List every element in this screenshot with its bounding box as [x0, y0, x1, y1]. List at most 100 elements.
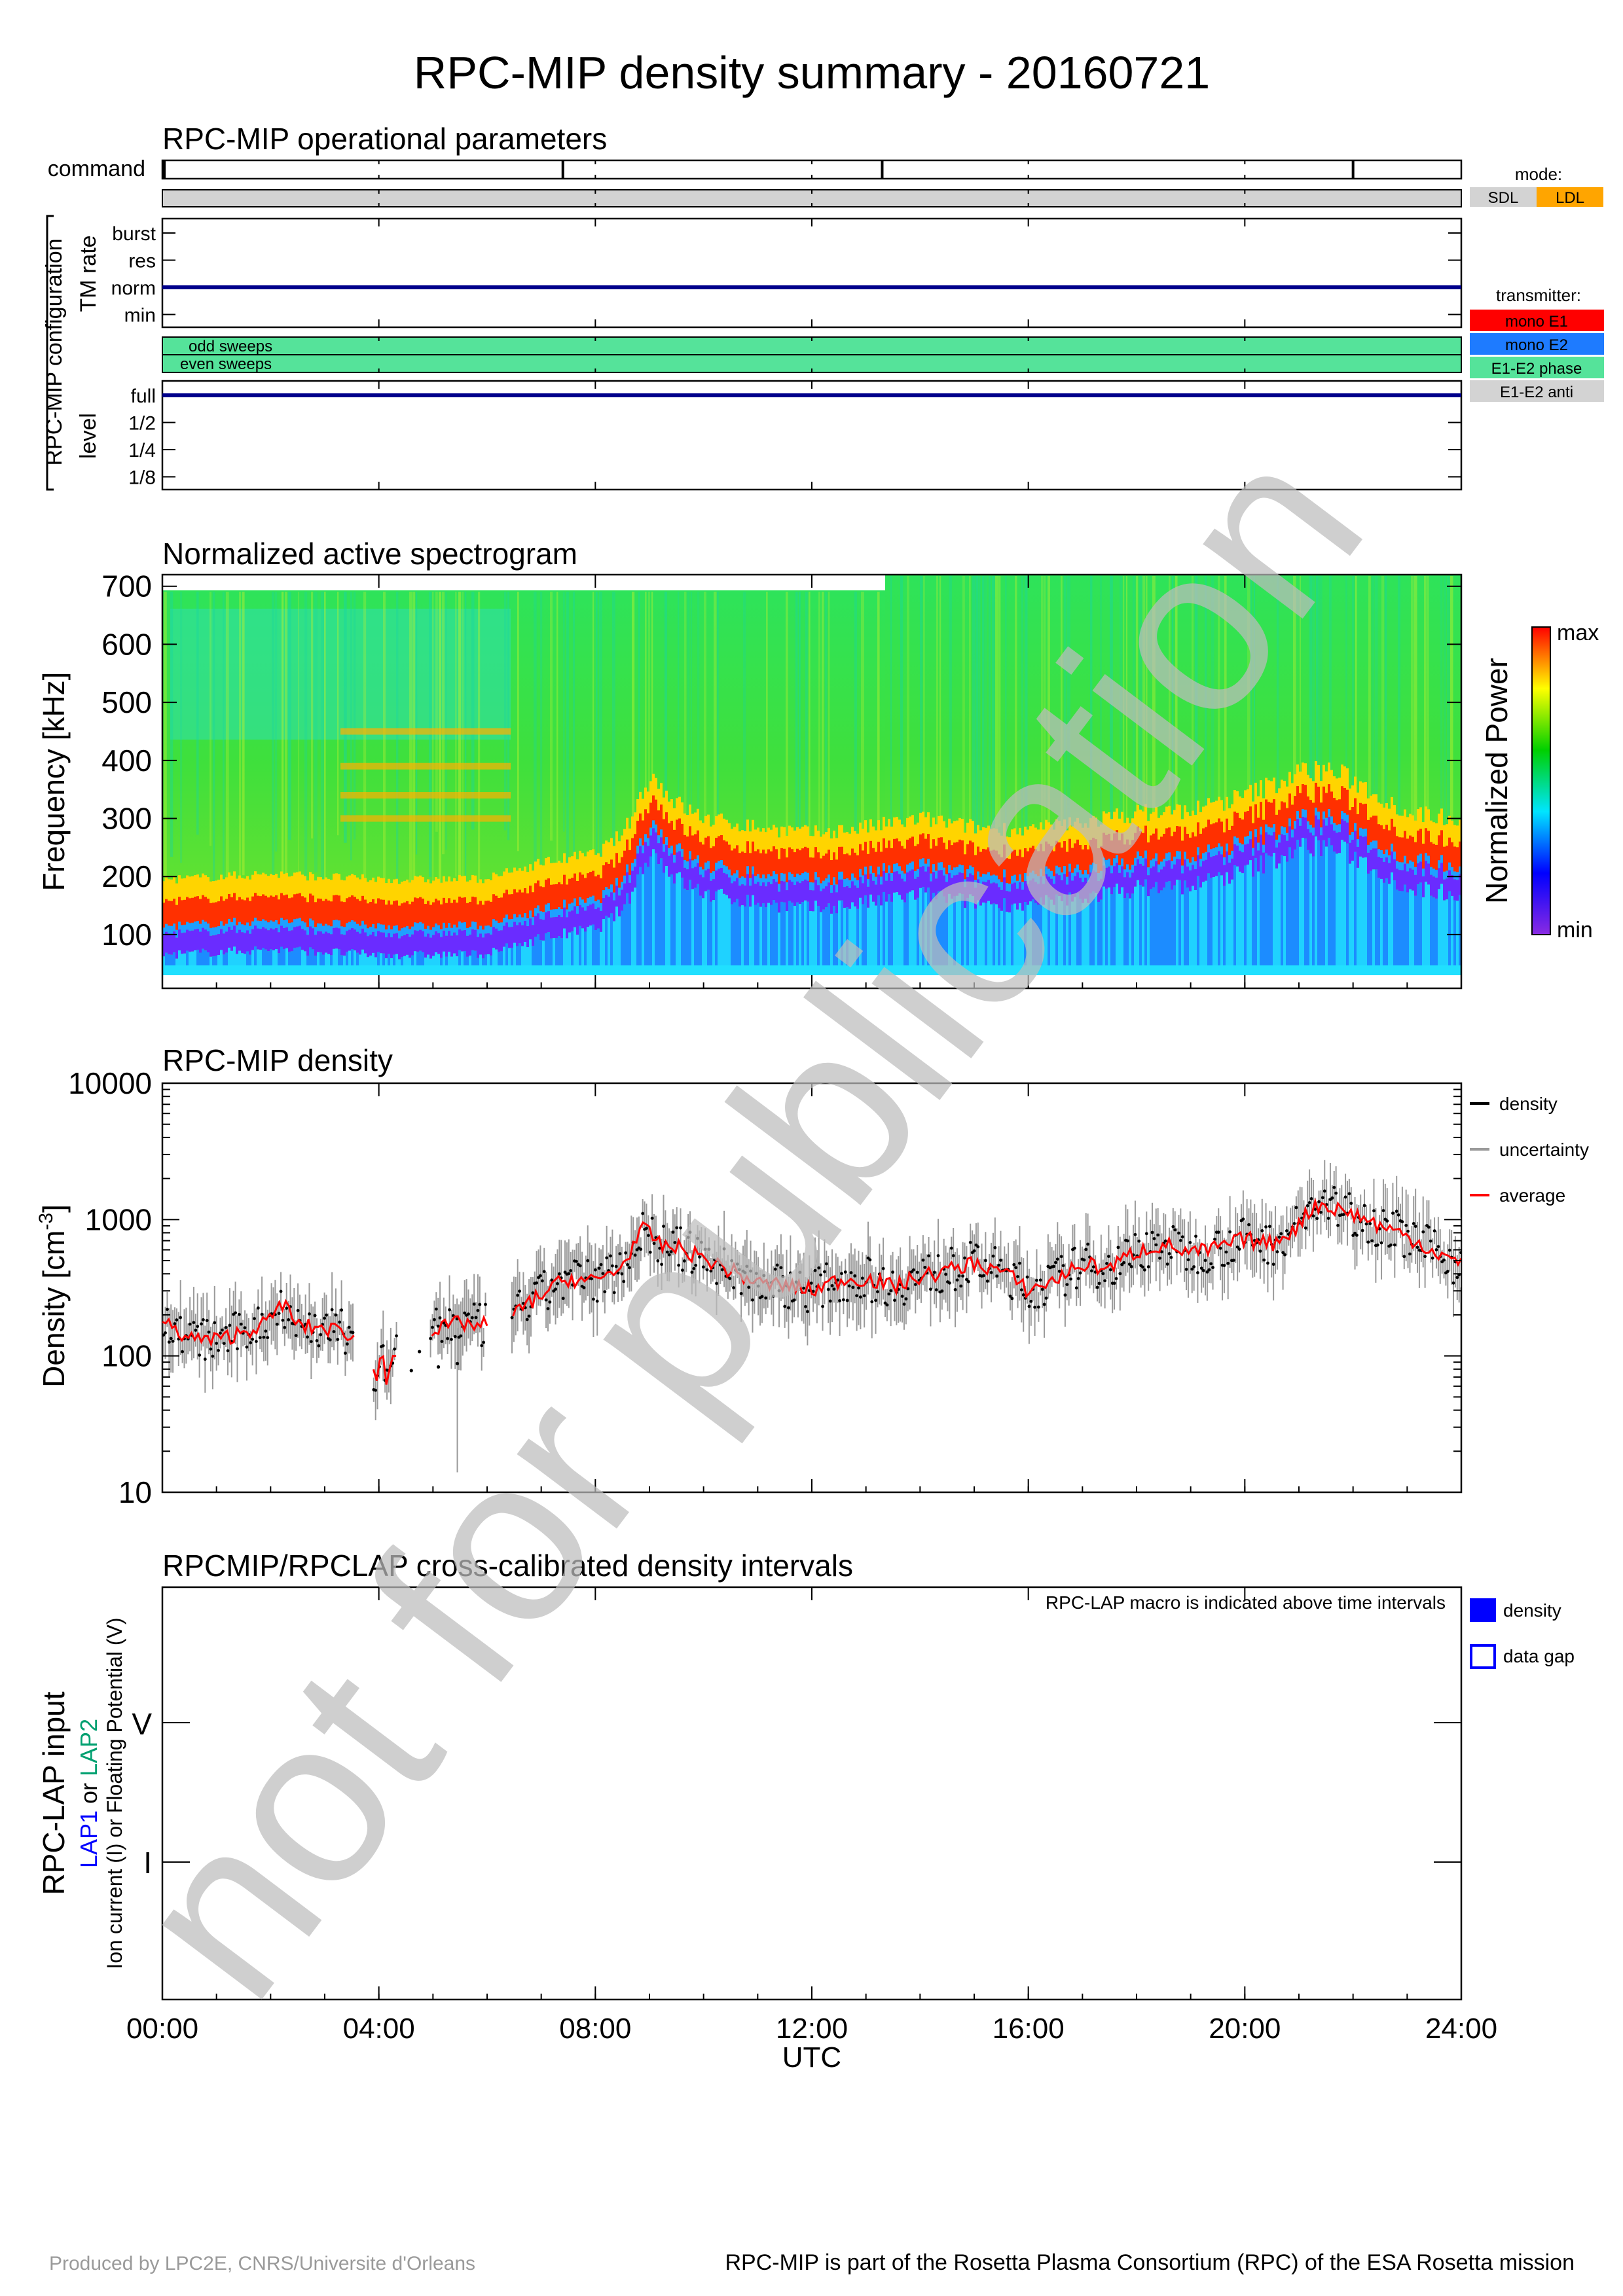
spectrogram-band: [636, 799, 639, 823]
spectrogram-band: [799, 829, 801, 852]
density-point: [1326, 1217, 1330, 1220]
spectrogram-band: [322, 901, 325, 927]
spectrogram-band: [775, 849, 778, 876]
spectrogram-band: [340, 926, 343, 935]
spectrogram-band: [571, 856, 574, 880]
spectrogram-band: [181, 925, 183, 933]
spectrogram-band: [589, 872, 592, 899]
spectrogram-band: [793, 906, 796, 975]
spectrogram-band: [948, 840, 951, 867]
spectrogram-band: [1283, 781, 1286, 804]
density-point: [1412, 1222, 1415, 1225]
spectrogram-band: [299, 946, 301, 975]
spectrogram-band: [1068, 892, 1071, 975]
spectrogram-band: [422, 952, 424, 975]
spectrogram-band: [450, 927, 453, 936]
density-point: [374, 1388, 378, 1392]
spectrogram-band: [830, 885, 833, 893]
spectrogram-band: [728, 877, 731, 899]
spectrogram-band: [291, 922, 293, 931]
spectrogram-band: [495, 949, 498, 975]
density-point: [409, 1369, 413, 1372]
spectrogram-band: [757, 849, 759, 876]
spectrogram-band: [718, 836, 720, 863]
spectrogram-band: [312, 874, 314, 897]
spectrogram-band: [566, 884, 568, 911]
spectrogram-band: [917, 869, 919, 877]
spectrogram-stripe: [717, 592, 719, 840]
density-point: [1072, 1246, 1076, 1250]
spectrogram-band: [644, 834, 647, 842]
density-point: [883, 1301, 887, 1305]
spectrogram-band: [1134, 833, 1137, 859]
spectrogram-band: [605, 895, 608, 916]
spectrogram-band: [230, 929, 233, 951]
density-point: [1095, 1285, 1099, 1289]
spectrogram-band: [1254, 782, 1257, 806]
spectrogram-band: [325, 877, 327, 901]
density-point: [720, 1268, 724, 1272]
density-point: [824, 1262, 828, 1266]
spectrogram-band: [846, 907, 848, 975]
density-point: [1226, 1261, 1230, 1265]
spectrogram-band: [1108, 812, 1110, 835]
spectrogram-band: [862, 850, 864, 877]
spectrogram-band: [409, 937, 411, 958]
spectrogram-band: [1178, 826, 1181, 853]
density-point: [756, 1284, 760, 1288]
spectrogram-band: [854, 852, 856, 879]
spectrogram-band: [649, 781, 652, 804]
spectrogram-band: [1409, 889, 1412, 975]
density-point: [639, 1247, 643, 1251]
spectrogram-band: [409, 929, 411, 937]
spectrogram-stripe: [396, 592, 399, 934]
spectrogram-stripe: [445, 592, 447, 850]
spectrogram-band: [558, 907, 560, 916]
spectrogram-band: [1176, 851, 1178, 859]
spectrogram-band: [862, 875, 864, 884]
spectrogram-band: [681, 877, 684, 975]
spectrogram-band: [911, 869, 914, 891]
spectrogram-band: [409, 904, 411, 931]
spectrogram-band: [1432, 876, 1435, 898]
spectrogram-band: [487, 925, 490, 934]
spectrogram-band: [848, 855, 851, 882]
spectrogram-band: [799, 875, 801, 884]
spectrogram-band: [372, 877, 374, 901]
spectrogram-band: [993, 874, 995, 883]
spectrogram-stripe: [1329, 576, 1332, 910]
spectrogram-band: [948, 872, 951, 894]
spectrogram-band: [1158, 864, 1160, 872]
spectrogram-band: [498, 923, 500, 931]
spectrogram-band: [555, 884, 558, 910]
spectrogram-band: [1359, 835, 1362, 857]
spectrogram-band: [684, 834, 686, 861]
spectrogram-band: [830, 860, 833, 887]
time-ticks: [162, 160, 1462, 2000]
spectrogram-band: [814, 825, 817, 849]
spectrogram-band: [605, 916, 608, 975]
spectrogram-band: [217, 934, 220, 956]
spectrogram-band: [982, 881, 985, 903]
spectrogram-band: [663, 819, 665, 846]
spectrogram-band: [309, 926, 312, 948]
spectrogram-band: [1213, 856, 1215, 878]
spectrogram-band: [325, 931, 327, 953]
spectrogram-band: [972, 867, 974, 876]
density-point: [840, 1272, 843, 1276]
spectrogram-band: [995, 829, 998, 852]
spectrogram-band: [587, 898, 589, 906]
spectrogram-band: [542, 920, 545, 941]
spectrogram-band: [833, 885, 835, 906]
spectrogram-band: [974, 880, 977, 888]
density-point: [228, 1323, 232, 1327]
spectrogram-band: [1011, 876, 1013, 884]
density-point: [787, 1306, 790, 1310]
spectrogram-band: [1131, 818, 1134, 842]
density-point: [338, 1320, 342, 1324]
density-point: [455, 1361, 460, 1365]
spectrogram-band: [741, 852, 744, 878]
spectrogram-band: [283, 948, 285, 975]
spectrogram-band: [519, 914, 521, 923]
density-point: [309, 1340, 313, 1344]
